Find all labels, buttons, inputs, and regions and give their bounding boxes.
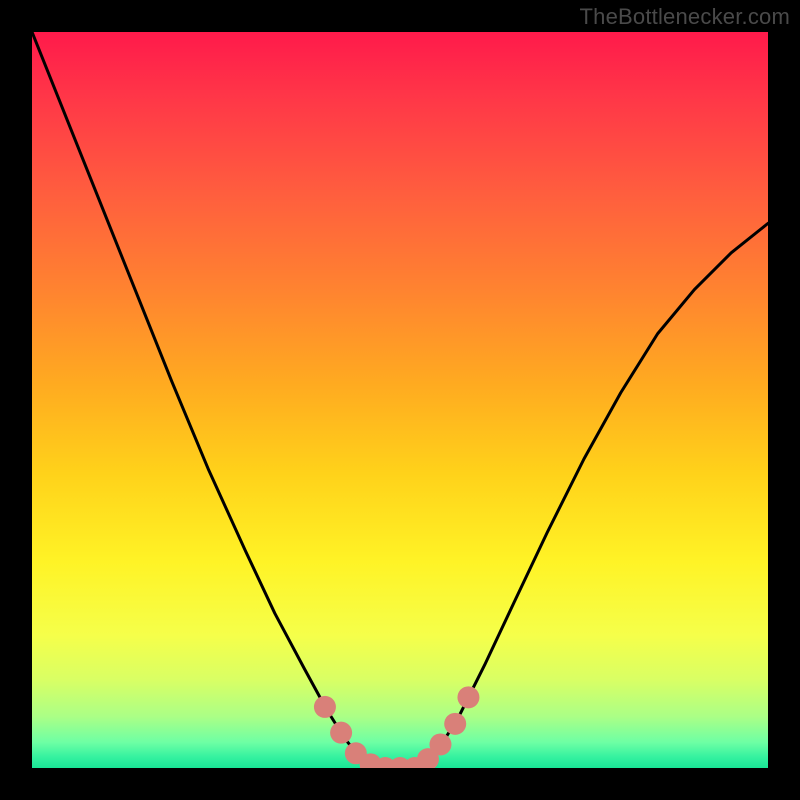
marker-dot (314, 696, 336, 718)
chart-frame: TheBottlenecker.com (0, 0, 800, 800)
gradient-background (32, 32, 768, 768)
marker-dot (429, 733, 451, 755)
watermark-text: TheBottlenecker.com (580, 4, 790, 30)
plot-area (32, 32, 768, 768)
marker-dot (457, 686, 479, 708)
marker-dot (444, 713, 466, 735)
marker-dot (330, 722, 352, 744)
chart-svg (32, 32, 768, 768)
